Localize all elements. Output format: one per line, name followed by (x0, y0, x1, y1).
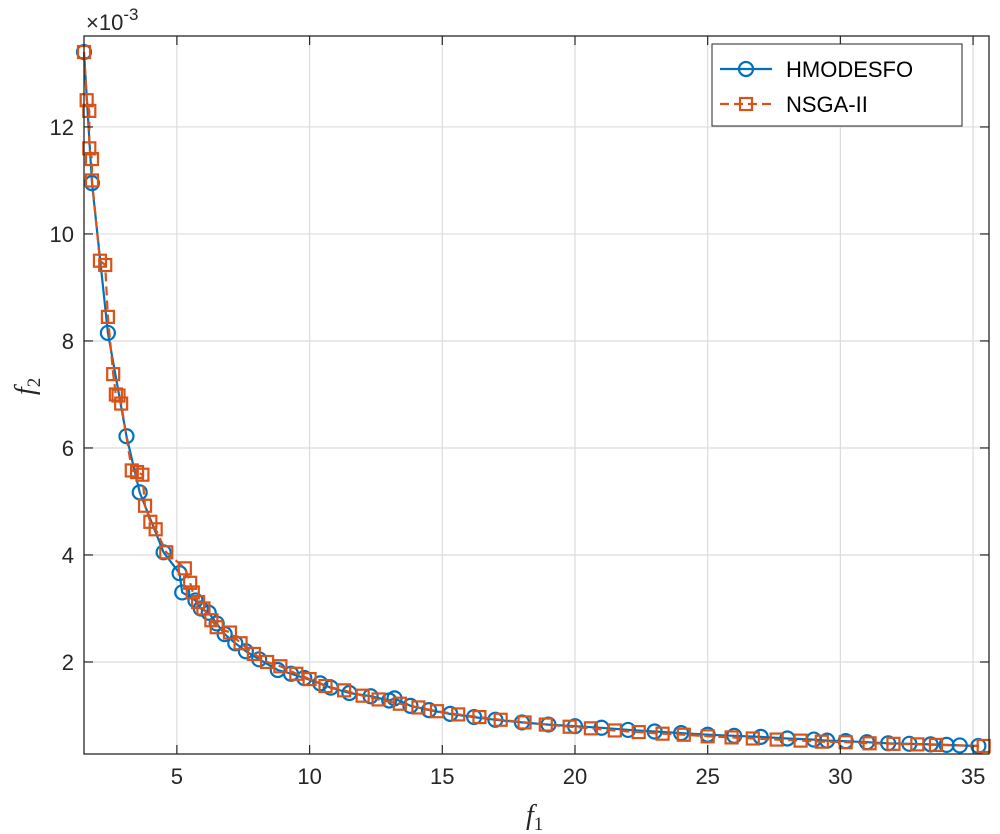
data-point-hmodesfo (99, 324, 116, 342)
data-point-nsga-ii (148, 522, 163, 537)
data-point-nsga-ii (98, 257, 113, 273)
legend: HMODESFO NSGA-II (711, 43, 963, 127)
data-point-nsga-ii (302, 671, 317, 687)
data-point-nsga-ii (336, 683, 352, 698)
data-point-nsga-ii (886, 736, 901, 751)
y-tick-label: 10 (50, 222, 74, 247)
data-point-nsga-ii (411, 700, 426, 715)
legend-marker-hmodesfo (737, 60, 755, 78)
x-tick-label: 5 (171, 764, 183, 789)
data-point-nsga-ii (928, 737, 944, 753)
data-point-nsga-ii (209, 620, 224, 635)
data-point-nsga-ii (222, 625, 238, 640)
y-tick-label: 8 (62, 329, 74, 354)
data-point-nsga-ii (111, 388, 126, 403)
data-point-nsga-ii (655, 726, 670, 741)
x-tick-label: 35 (961, 764, 985, 789)
data-point-nsga-ii (538, 717, 553, 732)
grid-lines (84, 36, 989, 754)
data-point-nsga-ii (429, 704, 445, 719)
data-point-nsga-ii (100, 309, 115, 324)
data-point-nsga-ii (183, 575, 198, 590)
data-point-nsga-ii (82, 141, 97, 156)
data-point-nsga-ii (814, 734, 829, 749)
data-point-hmodesfo (174, 584, 191, 601)
data-point-nsga-ii (451, 707, 466, 722)
x-tick-label: 25 (695, 764, 719, 789)
legend-marker-nsga2 (738, 96, 754, 112)
legend-label-hmodesfo: HMODESFO (786, 57, 913, 82)
data-point-nsga-ii (793, 733, 808, 748)
data-point-nsga-ii (700, 729, 715, 744)
axes-frame (83, 35, 990, 755)
data-point-nsga-ii (910, 737, 925, 752)
data-point-nsga-ii (493, 712, 508, 727)
data-point-nsga-ii (355, 688, 370, 703)
y-exponent-label: ×10-3 (86, 5, 138, 35)
data-point-nsga-ii (273, 659, 288, 674)
data-point-hmodesfo (402, 697, 419, 714)
series-line-nsga-ii (82, 52, 984, 748)
data-point-nsga-ii (84, 151, 100, 167)
series-nsga-ii (76, 44, 991, 754)
series-hmodesfo (75, 43, 987, 755)
data-point-nsga-ii (233, 636, 248, 651)
data-point-nsga-ii (562, 719, 577, 734)
data-point-nsga-ii (976, 738, 991, 754)
data-point-nsga-ii (392, 696, 407, 711)
y-axis-label: f2 (10, 378, 45, 395)
data-point-nsga-ii (745, 731, 760, 746)
y-tick-label: 2 (62, 650, 74, 675)
y-tick-label: 4 (62, 543, 74, 568)
x-tick-label: 20 (563, 764, 587, 789)
data-point-nsga-ii (769, 732, 784, 747)
data-point-nsga-ii (289, 666, 304, 681)
data-point-nsga-ii (260, 654, 275, 670)
data-point-nsga-ii (159, 545, 174, 560)
data-point-nsga-ii (472, 709, 487, 725)
data-point-nsga-ii (607, 723, 622, 738)
data-point-nsga-ii (676, 727, 691, 742)
series-layer (75, 43, 991, 755)
x-tick-label: 10 (297, 764, 321, 789)
y-tick-label: 6 (62, 436, 74, 461)
data-point-hmodesfo (420, 702, 438, 719)
data-point-nsga-ii (246, 646, 261, 662)
data-point-nsga-ii (517, 715, 532, 730)
data-point-nsga-ii (583, 721, 599, 736)
data-point-nsga-ii (318, 678, 333, 694)
data-point-nsga-ii (82, 103, 97, 119)
data-point-nsga-ii (79, 93, 94, 108)
data-point-hmodesfo (951, 737, 968, 754)
data-point-nsga-ii (137, 498, 153, 513)
x-tick-label: 15 (430, 764, 454, 789)
series-line-hmodesfo (82, 52, 979, 748)
y-tick-label: 12 (50, 115, 74, 140)
data-point-nsga-ii (862, 736, 877, 751)
legend-box (711, 43, 963, 127)
data-point-nsga-ii (631, 724, 646, 740)
data-point-nsga-ii (84, 173, 100, 188)
data-point-hmodesfo (646, 723, 663, 740)
data-point-nsga-ii (838, 735, 853, 750)
legend-label-nsga2: NSGA-II (786, 92, 868, 117)
tick-labels: 5 10 15 20 25 30 35 2 4 6 8 10 12 (50, 115, 986, 789)
data-point-nsga-ii (114, 396, 129, 411)
data-point-nsga-ii (135, 467, 150, 482)
data-point-hmodesfo (752, 728, 769, 745)
data-point-nsga-ii (196, 601, 211, 616)
tick-marks (84, 36, 989, 754)
data-point-nsga-ii (724, 730, 739, 745)
data-point-nsga-ii (371, 692, 386, 707)
x-axis-label: f1 (526, 800, 543, 834)
data-point-nsga-ii (106, 367, 121, 382)
x-tick-label: 30 (828, 764, 852, 789)
data-point-nsga-ii (177, 561, 192, 576)
